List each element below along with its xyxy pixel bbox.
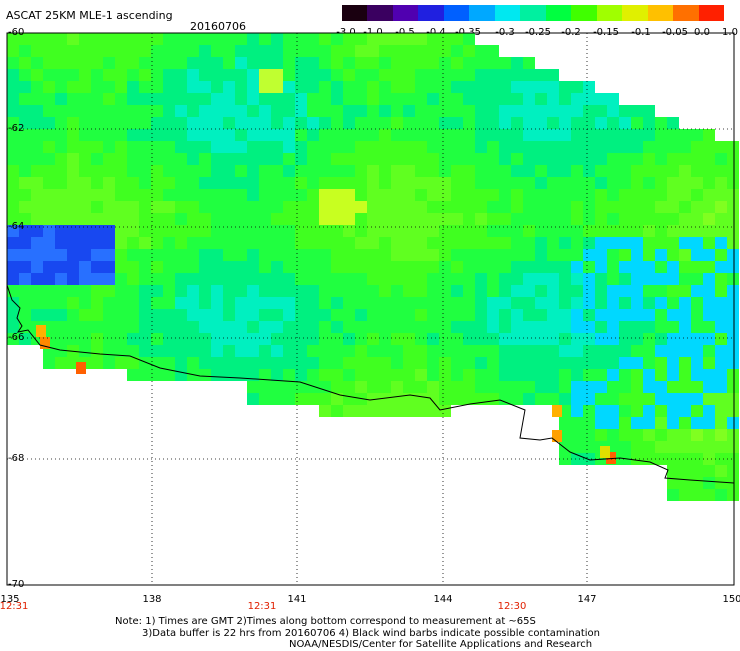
footnote-line-2: 3)Data buffer is 22 hrs from 20160706 4)… [142, 627, 600, 639]
lon-label: 135 [0, 594, 20, 605]
colorbar-swatch [418, 5, 444, 21]
footnote: Note: 1) Times are GMT 2)Times along bot… [115, 616, 600, 651]
coastline [6, 284, 735, 484]
lon-label: 138 [142, 594, 162, 605]
colorbar-swatch [545, 5, 572, 21]
colorbar-swatch [469, 5, 495, 21]
lat-label: -70 [8, 579, 25, 590]
colorbar-swatch [342, 5, 368, 21]
lat-label: -66 [8, 332, 25, 343]
lon-label: 144 [433, 594, 453, 605]
data-field [7, 33, 739, 501]
colorbar-swatch [571, 5, 597, 21]
time-label: 12:30 [497, 601, 527, 612]
lon-label: 141 [287, 594, 307, 605]
plot-frame [6, 32, 735, 586]
colorbar-swatch [443, 5, 470, 21]
map-title: ASCAT 25KM MLE-1 ascending [6, 9, 173, 22]
lon-label: 147 [577, 594, 597, 605]
footnote-line-3: NOAA/NESDIS/Center for Satellite Applica… [289, 639, 593, 650]
lat-label: -68 [8, 453, 25, 464]
colorbar-swatch [392, 5, 419, 21]
lat-label: -60 [8, 27, 25, 38]
colorbar-swatch [622, 5, 648, 21]
lat-label: -64 [8, 221, 25, 232]
time-label: 12:31 [0, 601, 29, 612]
colorbar [342, 5, 725, 21]
map-date: 20160706 [190, 20, 246, 33]
lon-label: 150 [722, 594, 740, 605]
lat-label: -62 [8, 123, 25, 134]
time-label: 12:31 [247, 601, 277, 612]
colorbar-swatch [698, 5, 725, 21]
colorbar-swatch [367, 5, 393, 21]
colorbar-swatch [596, 5, 623, 21]
colorbar-swatch [673, 5, 699, 21]
colorbar-swatch [647, 5, 674, 21]
footnote-line-1: Note: 1) Times are GMT 2)Times along bot… [115, 616, 536, 627]
colorbar-swatch [520, 5, 546, 21]
colorbar-swatch [494, 5, 521, 21]
gridlines [7, 33, 734, 585]
